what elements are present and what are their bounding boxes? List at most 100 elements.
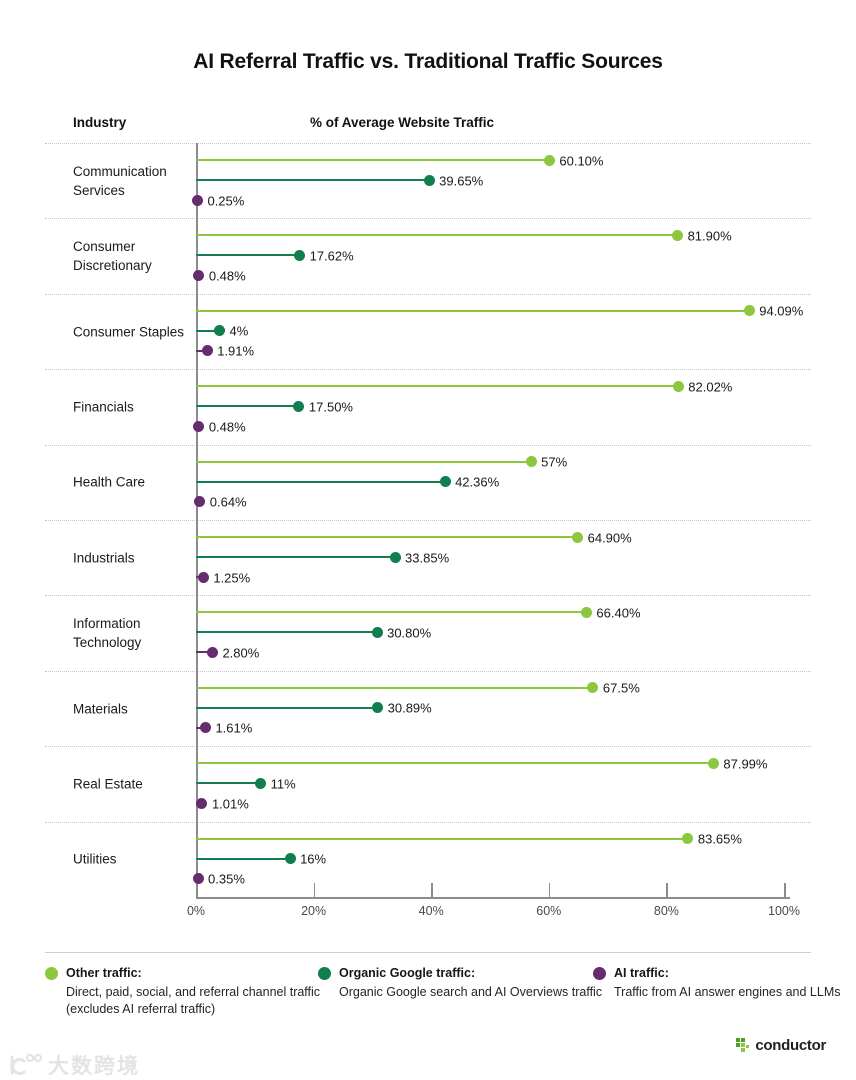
lollipop-dot — [672, 229, 684, 241]
row-separator — [45, 595, 811, 597]
value-label: 2.80% — [222, 645, 260, 661]
industry-label: Industrials — [73, 550, 135, 566]
lollipop-dot — [193, 269, 205, 281]
lollipop-dot — [682, 833, 694, 845]
value-label: 1.61% — [215, 720, 253, 736]
conductor-pixel-icon — [736, 1038, 750, 1052]
value-label: 1.91% — [217, 343, 255, 359]
legend-desc-other-traffic-line1: Direct, paid, social, and referral chann… — [66, 985, 321, 999]
row-separator — [45, 444, 811, 446]
lollipop-dot — [214, 325, 226, 337]
value-label: 67.5% — [602, 680, 640, 696]
legend-divider — [45, 952, 811, 953]
value-label: 94.09% — [759, 303, 804, 319]
lollipop-dot — [672, 380, 684, 392]
lollipop-dot — [372, 702, 384, 714]
legend-dot-ai-traffic — [593, 967, 606, 980]
lollipop-chart: 0% 20% 40% 60% 80% 100% Communication Services… — [45, 143, 811, 918]
lollipop-dot — [294, 249, 306, 261]
y-axis-line — [196, 143, 198, 897]
legend-name-ai-traffic: AI traffic: — [614, 966, 669, 980]
lollipop-stem — [196, 782, 261, 785]
value-label: 30.89% — [387, 700, 432, 716]
lollipop-stem — [196, 762, 714, 765]
lollipop-stem — [196, 309, 750, 312]
legend-desc-ai-traffic: Traffic from AI answer engines and LLMs — [614, 985, 841, 999]
x-axis-tick-label: 60% — [536, 904, 562, 918]
watermark-text: 大数跨境 — [48, 1055, 140, 1078]
lollipop-stem — [196, 536, 578, 538]
value-label: 87.99% — [723, 756, 768, 772]
row-separator — [45, 821, 811, 823]
lollipop-dot — [389, 551, 401, 563]
value-label: 4% — [229, 323, 249, 339]
value-label: 42.36% — [455, 474, 500, 490]
lollipop-dot — [199, 722, 211, 734]
industry-label: Information Technology — [73, 616, 142, 651]
x-axis-tick-label: 100% — [768, 904, 800, 918]
lollipop-stem — [196, 385, 679, 388]
value-label: 81.90% — [687, 228, 732, 244]
industry-label: Utilities — [73, 851, 117, 867]
lollipop-stem — [196, 460, 532, 463]
x-axis-tick — [666, 883, 668, 897]
lollipop-stem — [196, 159, 550, 161]
lollipop-stem — [196, 179, 430, 181]
value-label: 17.62% — [309, 248, 354, 264]
legend-desc-other-traffic-line2: (excludes AI referral traffic) — [66, 1002, 216, 1016]
lollipop-dot — [525, 456, 537, 468]
lollipop-stem — [196, 651, 213, 654]
lollipop-dot — [423, 174, 435, 186]
value-label: 30.80% — [387, 625, 432, 641]
lollipop-stem — [196, 611, 587, 614]
row-separator — [45, 520, 811, 521]
industry-label: Financials — [73, 399, 134, 415]
lollipop-dot — [193, 420, 205, 432]
value-label: 0.64% — [209, 494, 247, 510]
watermark-100-icon — [10, 1053, 42, 1075]
x-axis-tick — [548, 883, 551, 897]
value-label: 60.10% — [559, 153, 604, 168]
lollipop-dot — [572, 531, 584, 543]
lollipop-dot — [439, 476, 451, 488]
row-separator — [45, 143, 811, 144]
x-axis-line — [196, 897, 790, 899]
legend-dot-other-traffic — [45, 967, 58, 980]
lollipop-dot — [206, 646, 218, 658]
column-header-traffic: % of Average Website Traffic — [310, 115, 495, 130]
industry-label: Health Care — [73, 474, 146, 490]
lollipop-dot — [194, 496, 206, 508]
x-axis-tick-label: 80% — [653, 904, 679, 918]
x-axis-tick-label: 40% — [418, 904, 444, 918]
industry-label: Consumer Staples — [73, 324, 185, 339]
lollipop-stem — [196, 837, 688, 840]
lollipop-stem — [196, 480, 446, 483]
lollipop-dot — [284, 853, 296, 865]
row-separator — [45, 293, 811, 295]
lollipop-stem — [196, 556, 396, 558]
value-label: 64.90% — [587, 530, 632, 545]
lollipop-dot — [255, 777, 267, 789]
value-label: 17.50% — [308, 399, 353, 415]
industry-label: Communication Services — [73, 163, 167, 198]
row-separator — [45, 746, 811, 748]
lollipop-stem — [196, 706, 378, 709]
lollipop-dot — [196, 797, 208, 809]
row-separator — [45, 218, 811, 220]
value-label: 0.35% — [208, 871, 245, 887]
conductor-wordmark: conductor — [755, 1037, 826, 1054]
lollipop-dot — [743, 305, 755, 317]
watermark: 大数跨境 — [8, 1050, 140, 1080]
conductor-logo: conductor — [736, 1037, 826, 1054]
industry-label: Consumer Discretionary — [73, 239, 152, 274]
row-separator — [45, 670, 811, 672]
value-label: 11% — [270, 776, 296, 792]
lollipop-dot — [192, 873, 204, 885]
x-axis-tick — [313, 883, 316, 897]
x-axis-tick — [784, 883, 786, 897]
value-label: 1.25% — [213, 570, 251, 585]
value-label: 1.01% — [211, 796, 249, 812]
legend-dot-organic-google — [318, 967, 331, 980]
lollipop-stem — [196, 857, 291, 860]
